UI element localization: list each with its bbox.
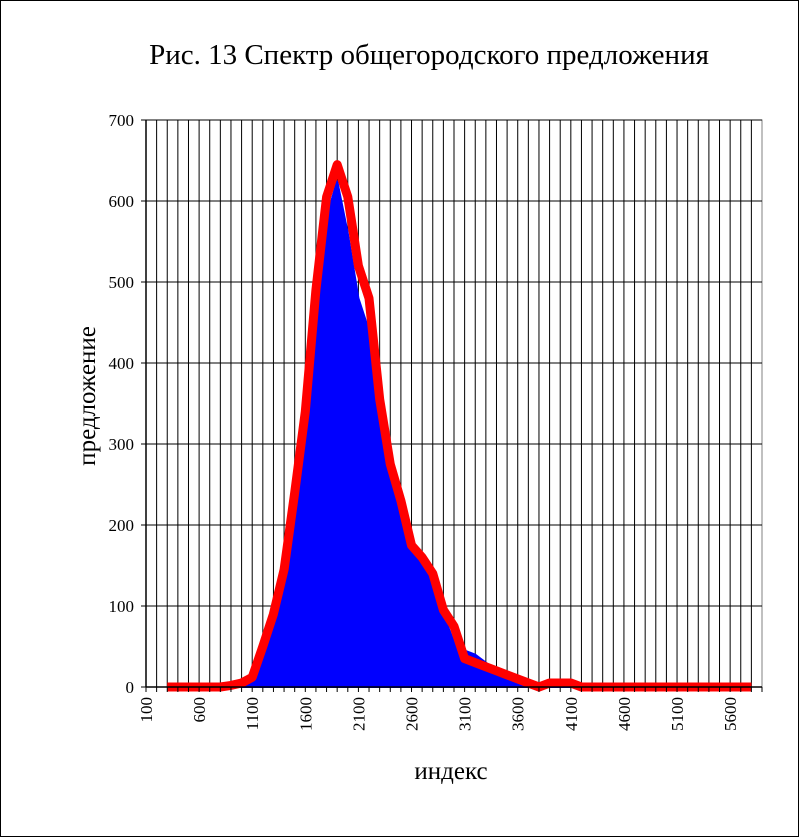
x-tick-label: 2600 [403,697,422,731]
x-tick-label: 4600 [615,697,634,731]
y-tick-label: 100 [109,597,135,616]
x-tick-label: 2100 [349,697,368,731]
horizontal-gridlines [146,119,762,607]
x-axis-label: индекс [414,758,487,785]
y-tick-label: 600 [109,192,135,211]
chart-title: Рис. 13 Спектр общегородского предложени… [149,39,709,71]
y-tick-label: 0 [126,678,135,697]
y-tick-label: 500 [109,273,135,292]
x-tick-label: 3600 [509,697,528,731]
y-axis-label: предложение [74,326,101,466]
axes-layer [141,119,763,692]
y-tick-label: 400 [109,354,135,373]
x-tick-labels: 100 600 1100 1600 2100 2600 3100 3600 4100 4600 51… [137,697,740,731]
x-tick-label: 5600 [721,697,740,731]
x-tick-label: 1600 [296,697,315,731]
y-tick-label: 200 [109,516,135,535]
x-tick-label: 600 [190,697,209,723]
x-tick-label: 4100 [562,697,581,731]
x-tick-label: 3100 [456,697,475,731]
y-tick-label: 700 [109,111,135,130]
y-tick-labels: 0 100 200 300 400 500 600 700 [109,111,135,697]
x-tick-label: 1100 [243,697,262,730]
x-tick-label: 100 [137,697,156,723]
y-tick-label: 300 [109,435,135,454]
x-tick-label: 5100 [668,697,687,731]
